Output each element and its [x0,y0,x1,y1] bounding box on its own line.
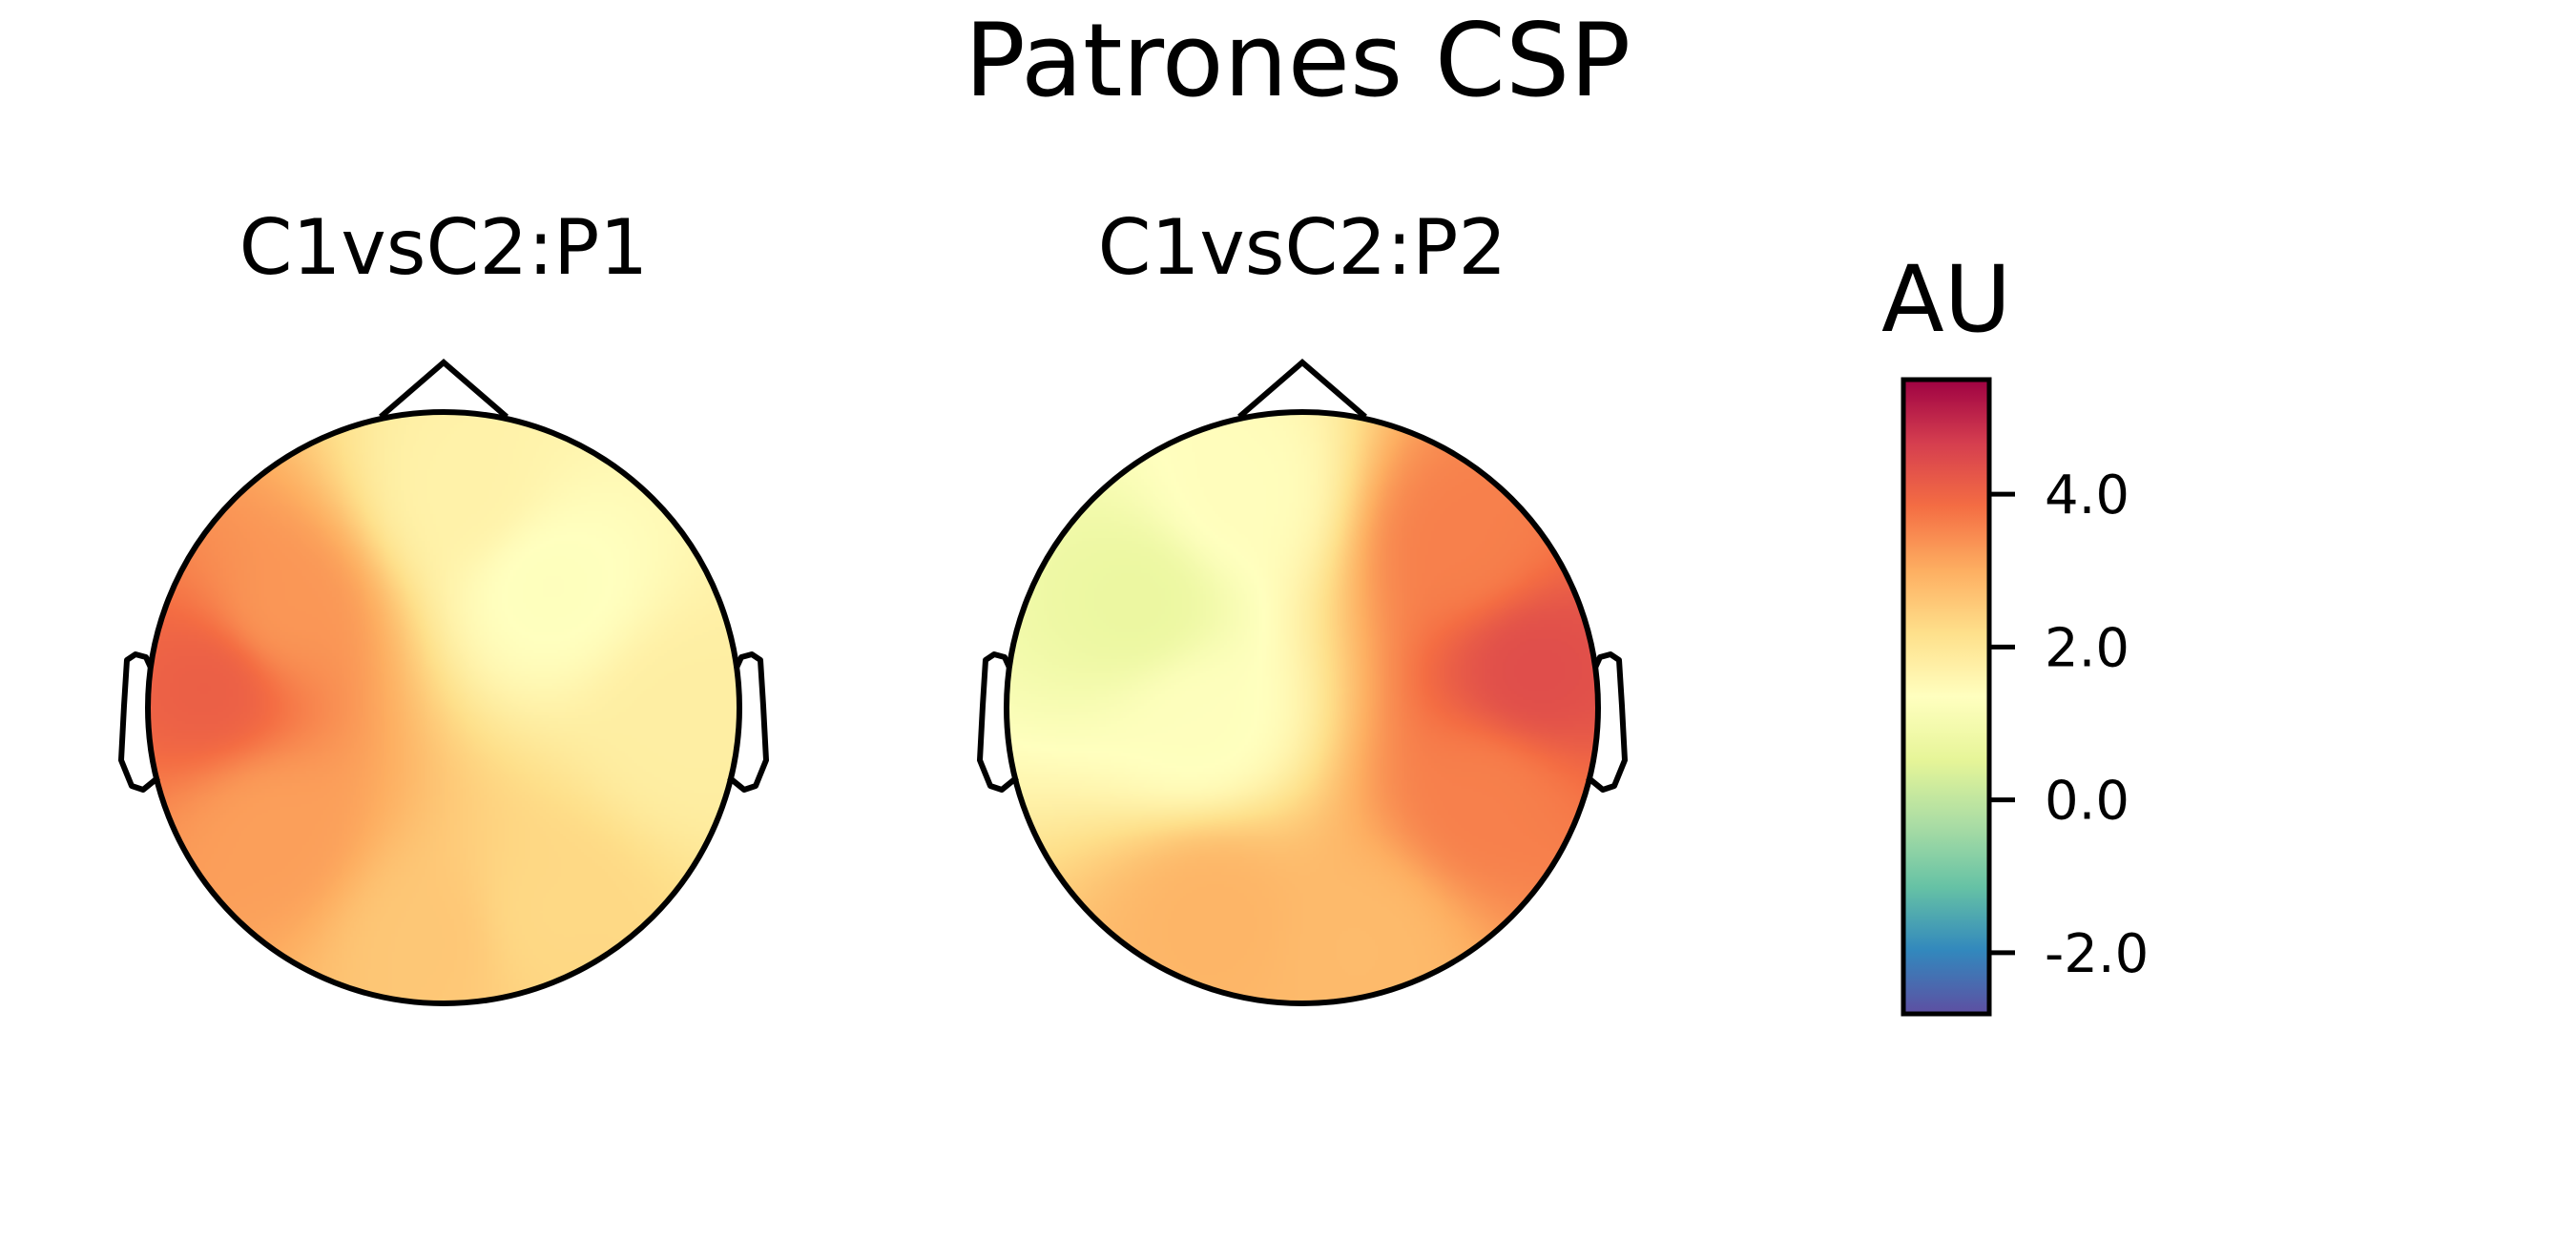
head-outline [145,409,742,1006]
colorbar-tick-label: -2.0 [2045,923,2149,985]
topomap-field [1007,412,1598,1003]
nose-outline [1237,359,1367,420]
topomap-1: C1vsC2:P1 [118,203,769,1006]
colorbar-tick-label: 2.0 [2045,617,2129,679]
nose-outline [379,359,509,420]
left-ear-outline [118,651,160,793]
topomap-field [148,412,739,1003]
head-outline [1004,409,1601,1006]
topomap-title: C1vsC2:P1 [239,203,649,292]
colorbar-gradient [1903,380,1989,1014]
topomap-panels: C1vsC2:P1 C1vsC2:P2 [118,203,1628,1006]
topomap-title: C1vsC2:P2 [1098,203,1507,292]
topomap-2: C1vsC2:P2 [977,203,1628,1006]
colorbar-tick-label: 4.0 [2045,464,2129,526]
right-ear-outline [1586,651,1628,793]
colorbar-tick-label: 0.0 [2045,771,2129,833]
colorbar: AU 4.0 2.0 0.0 -2.0 [1881,246,2149,1017]
figure-title: Patrones CSP [965,2,1631,119]
right-ear-outline [727,651,769,793]
left-ear-outline [977,651,1019,793]
colorbar-label: AU [1881,246,2011,353]
colorbar-gradient-fill [1903,380,1989,1014]
colorbar-frame [1901,377,1992,1017]
colorbar-ticks: 4.0 2.0 0.0 -2.0 [1989,464,2149,985]
